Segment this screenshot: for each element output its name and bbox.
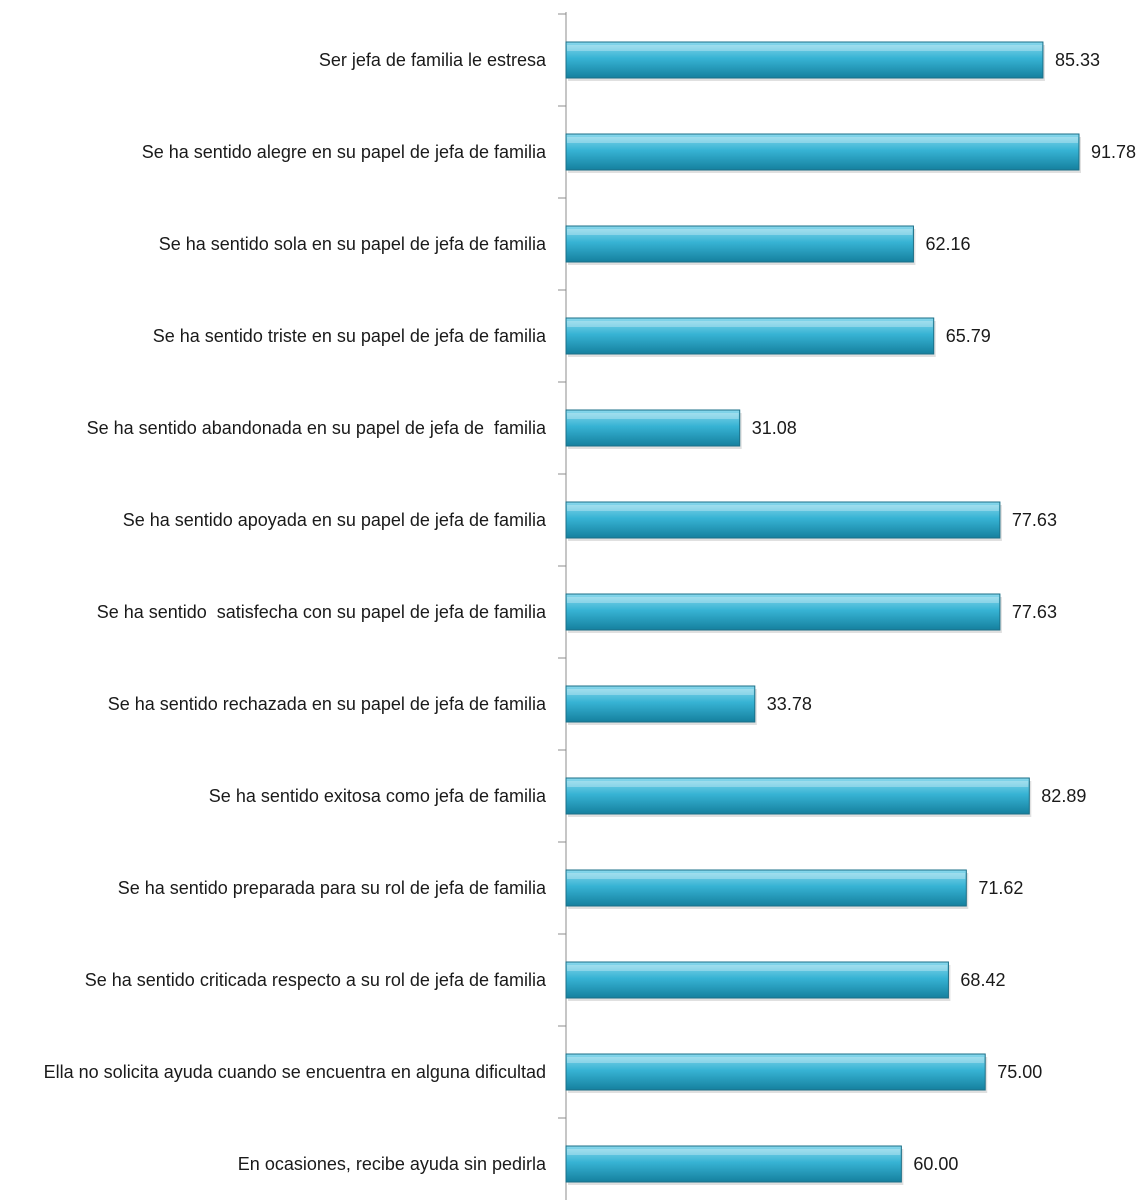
category-label: Se ha sentido sola en su papel de jefa d… xyxy=(159,234,547,254)
value-label: 77.63 xyxy=(1012,510,1057,530)
bar xyxy=(565,409,741,447)
bar xyxy=(565,777,1030,815)
bar-highlight xyxy=(567,1057,985,1063)
bars xyxy=(565,41,1081,1185)
bar xyxy=(565,593,1001,631)
bar xyxy=(565,869,967,907)
value-label: 82.89 xyxy=(1041,786,1086,806)
bar-highlight xyxy=(567,781,1029,787)
bar xyxy=(565,317,935,355)
value-labels: 85.33 91.78 62.16 65.79 31.08 77.63 77.63 33.78… xyxy=(752,50,1136,1174)
bar xyxy=(565,133,1080,171)
bar xyxy=(565,685,756,723)
category-label: Se ha sentido triste en su papel de jefa… xyxy=(153,326,547,346)
bar xyxy=(565,225,914,263)
value-label: 31.08 xyxy=(752,418,797,438)
bar-highlight xyxy=(567,1149,901,1155)
category-label: Ser jefa de familia le estresa xyxy=(319,50,547,70)
category-labels: Ser jefa de familia le estresa Se ha sent… xyxy=(44,50,547,1174)
category-label: Se ha sentido satisfecha con su papel de… xyxy=(97,602,547,622)
bar-highlight xyxy=(567,873,966,879)
bar xyxy=(565,501,1001,539)
category-label: Se ha sentido criticada respecto a su ro… xyxy=(85,970,547,990)
bar xyxy=(565,1053,986,1091)
bar xyxy=(565,961,949,999)
bar-highlight xyxy=(567,505,999,511)
category-label: Se ha sentido apoyada en su papel de jef… xyxy=(123,510,547,530)
value-label: 60.00 xyxy=(913,1154,958,1174)
bar xyxy=(565,1145,902,1183)
bar-highlight xyxy=(567,597,999,603)
bar xyxy=(565,41,1044,79)
category-label: Se ha sentido rechazada en su papel de j… xyxy=(108,694,547,714)
category-label: Se ha sentido alegre en su papel de jefa… xyxy=(142,142,547,162)
bar-highlight xyxy=(567,321,933,327)
bar-highlight xyxy=(567,689,754,695)
value-label: 68.42 xyxy=(960,970,1005,990)
category-axis xyxy=(558,12,567,1200)
value-label: 62.16 xyxy=(925,234,970,254)
bar-highlight xyxy=(567,413,739,419)
value-label: 91.78 xyxy=(1091,142,1136,162)
bar-highlight xyxy=(567,229,913,235)
category-label: Se ha sentido abandonada en su papel de … xyxy=(87,418,547,438)
bar-highlight xyxy=(567,45,1042,51)
value-label: 65.79 xyxy=(946,326,991,346)
category-label: Ella no solicita ayuda cuando se encuent… xyxy=(44,1062,546,1082)
bar-highlight xyxy=(567,137,1078,143)
value-label: 33.78 xyxy=(767,694,812,714)
value-label: 85.33 xyxy=(1055,50,1100,70)
value-label: 75.00 xyxy=(997,1062,1042,1082)
value-label: 71.62 xyxy=(978,878,1023,898)
category-label: Se ha sentido exitosa como jefa de famil… xyxy=(209,786,547,806)
category-label: En ocasiones, recibe ayuda sin pedirla xyxy=(238,1154,547,1174)
value-label: 77.63 xyxy=(1012,602,1057,622)
category-label: Se ha sentido preparada para su rol de j… xyxy=(118,878,547,898)
bar-highlight xyxy=(567,965,948,971)
